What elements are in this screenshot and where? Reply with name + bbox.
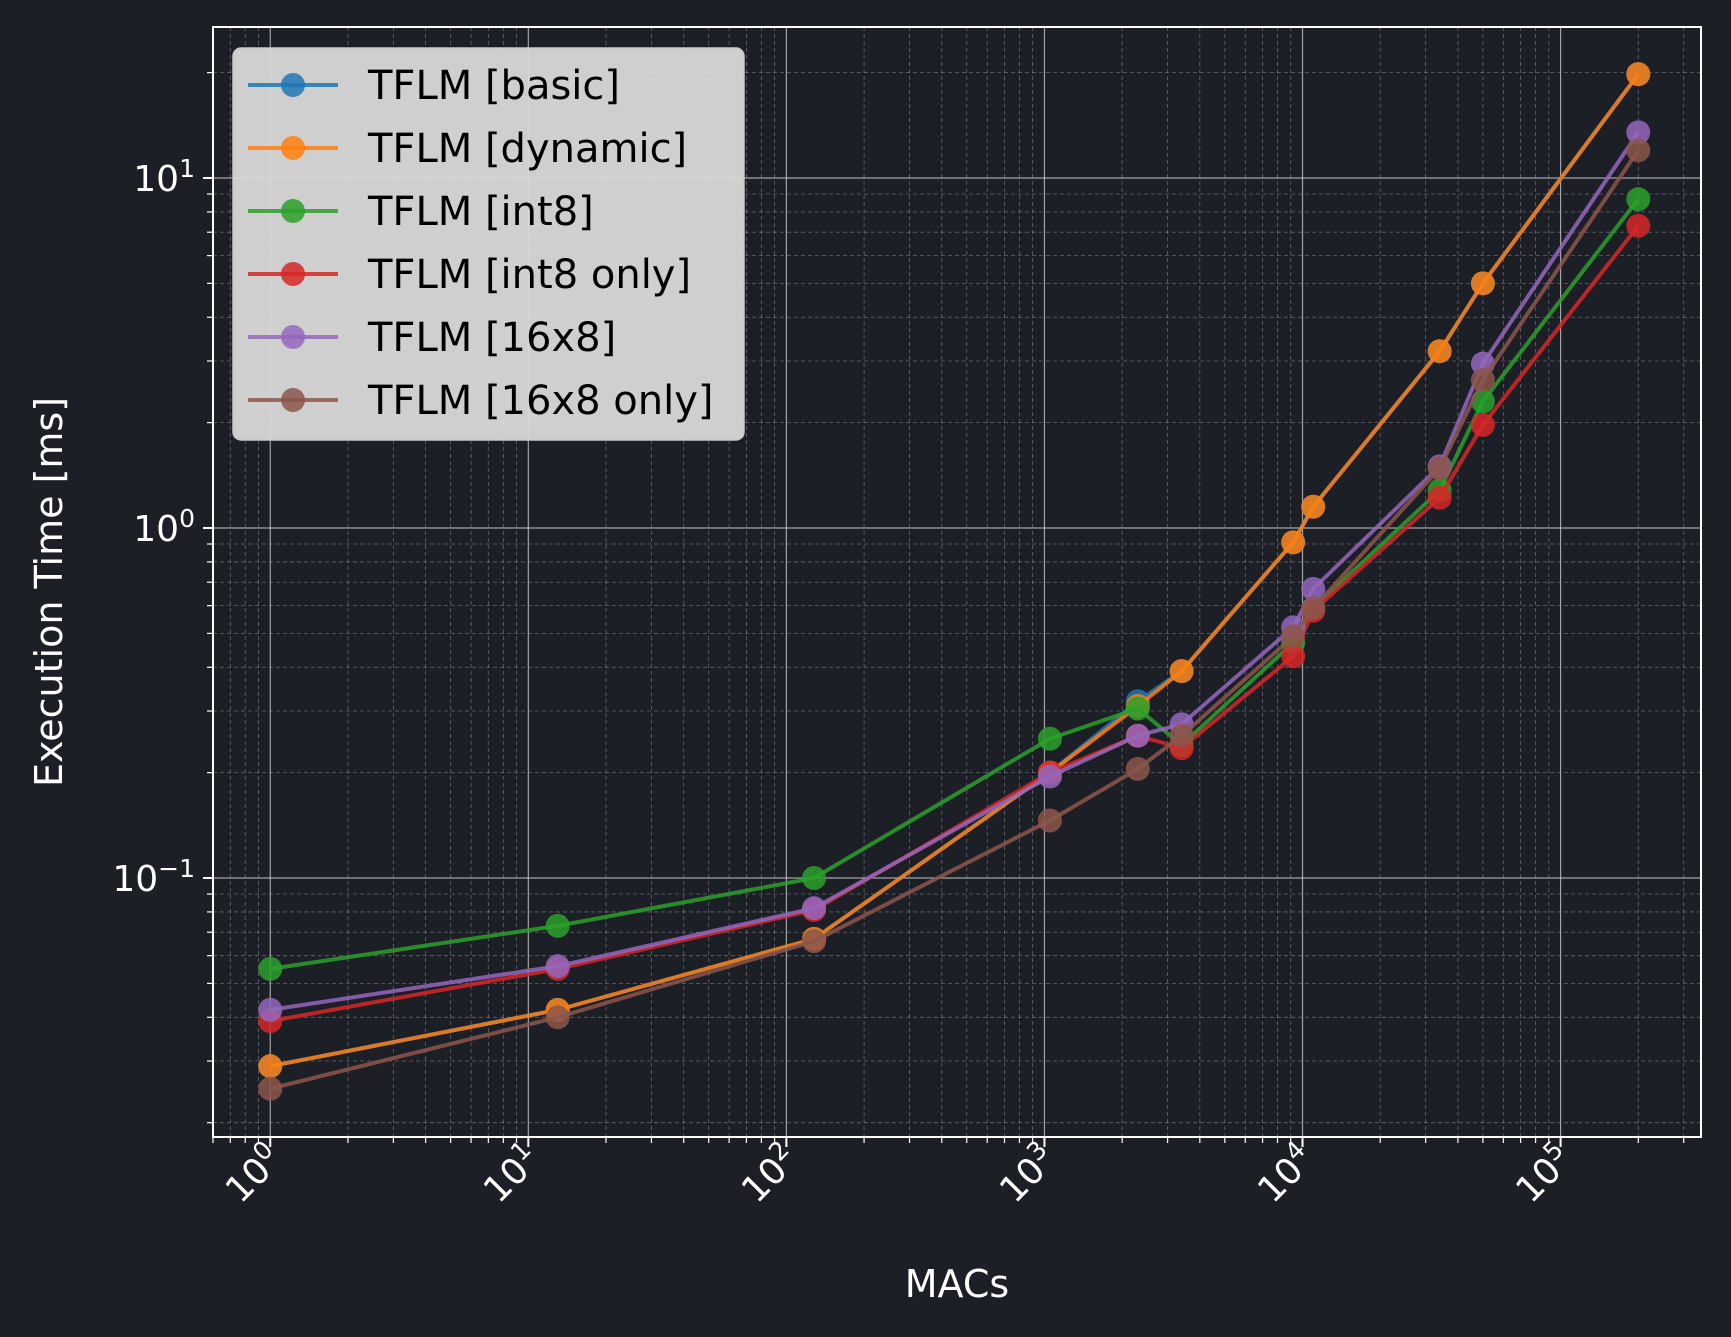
legend-swatch-marker — [281, 262, 305, 286]
data-point — [1037, 764, 1062, 789]
data-point — [545, 954, 570, 979]
legend-label: TFLM [basic] — [367, 63, 620, 109]
data-point — [1281, 624, 1306, 649]
legend-entry: TFLM [16x8] — [248, 315, 616, 361]
legend-label: TFLM [int8 only] — [367, 252, 691, 298]
data-point — [545, 1005, 570, 1030]
legend-label: TFLM [16x8] — [367, 315, 616, 361]
data-point — [1125, 696, 1150, 721]
data-point — [802, 896, 827, 921]
legend-entry: TFLM [16x8 only] — [248, 378, 714, 424]
data-point — [1626, 62, 1651, 87]
legend-swatch-marker — [281, 388, 305, 412]
data-point — [1169, 723, 1194, 748]
data-point — [1470, 271, 1495, 296]
data-point — [1125, 756, 1150, 781]
data-point — [1626, 213, 1651, 238]
data-point — [1470, 367, 1495, 392]
data-point — [1626, 120, 1651, 145]
legend-label: TFLM [16x8 only] — [367, 378, 714, 424]
legend: TFLM [basic] TFLM [dynamic] TFLM [int8] TFL… — [232, 47, 745, 441]
legend-entry: TFLM [basic] — [248, 63, 620, 109]
data-point — [1470, 412, 1495, 437]
data-point — [1626, 187, 1651, 212]
data-point — [802, 866, 827, 891]
data-point — [258, 956, 283, 981]
data-point — [1301, 494, 1326, 519]
data-point — [802, 929, 827, 954]
legend-label: TFLM [dynamic] — [367, 126, 687, 172]
legend-box — [232, 47, 745, 441]
data-point — [258, 997, 283, 1022]
y-tick-label: 100 — [133, 504, 195, 550]
y-tick-label: 101 — [133, 154, 195, 200]
x-axis-title: MACs — [905, 1262, 1009, 1306]
data-point — [258, 1054, 283, 1079]
legend-swatch-marker — [281, 325, 305, 349]
data-point — [1169, 659, 1194, 684]
data-point — [1427, 339, 1452, 364]
data-point — [1281, 644, 1306, 669]
data-point — [1427, 456, 1452, 481]
data-point — [258, 1076, 283, 1101]
data-point — [1037, 726, 1062, 751]
data-point — [1301, 596, 1326, 621]
legend-entry: TFLM [dynamic] — [248, 126, 687, 172]
legend-label: TFLM [int8] — [367, 189, 594, 235]
legend-entry: TFLM [int8] — [248, 189, 594, 235]
y-axis-title: Execution Time [ms] — [27, 397, 71, 787]
legend-swatch-marker — [281, 136, 305, 160]
legend-swatch-marker — [281, 199, 305, 223]
series-TFLM [16x8 only] — [258, 138, 1651, 1101]
data-point — [1626, 138, 1651, 163]
legend-swatch-marker — [281, 73, 305, 97]
data-point — [1037, 808, 1062, 833]
data-point — [545, 913, 570, 938]
series-layer — [258, 62, 1651, 1101]
axis-ticks — [203, 72, 1685, 1147]
y-tick-label: 10−1 — [112, 854, 195, 900]
data-point — [1301, 576, 1326, 601]
data-point — [1125, 723, 1150, 748]
legend-entry: TFLM [int8 only] — [248, 252, 691, 298]
data-point — [1281, 530, 1306, 555]
data-point — [1427, 485, 1452, 510]
y-tick-labels: 10−1 100 101 — [112, 154, 195, 900]
